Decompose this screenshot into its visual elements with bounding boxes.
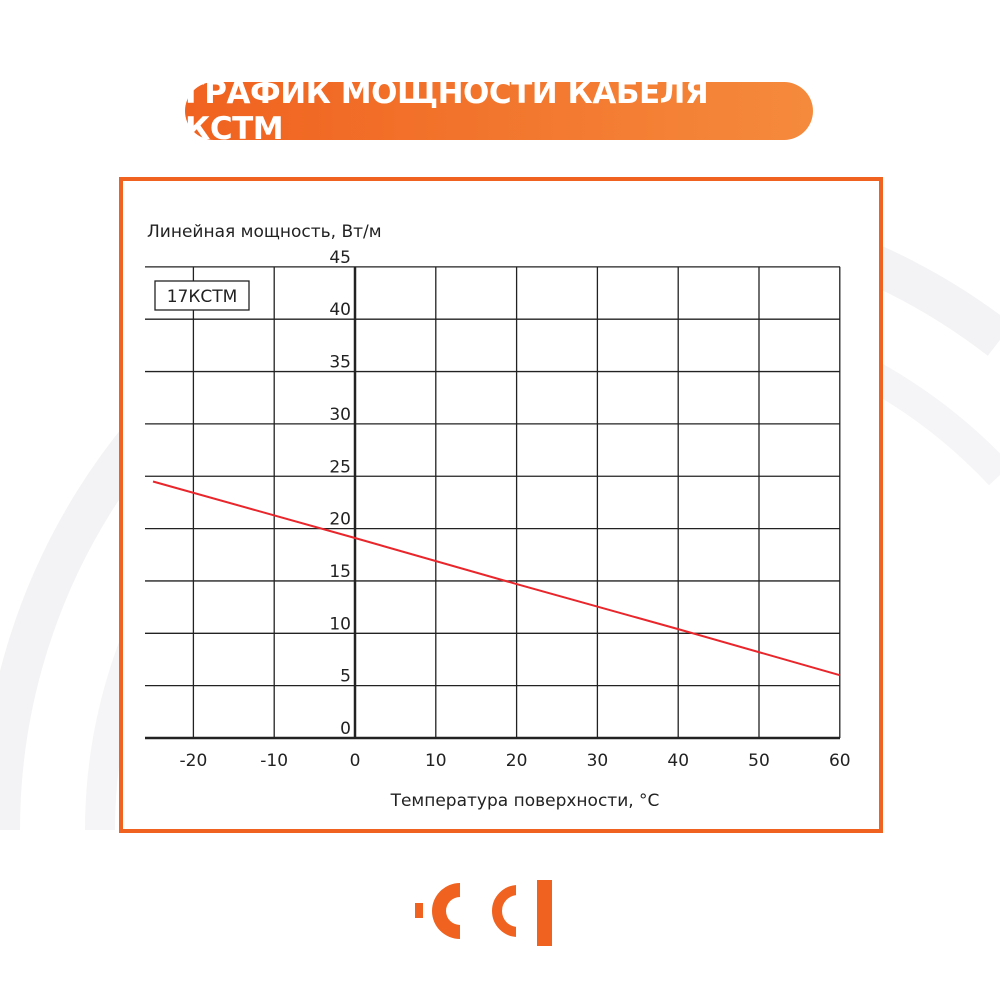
legend-label: 17КСТМ [167, 287, 238, 307]
x-tick-label: -20 [180, 751, 208, 771]
x-tick-label: 10 [425, 751, 447, 771]
y-tick-label: 40 [329, 300, 351, 320]
page-title: ГРАФИК МОЩНОСТИ КАБЕЛЯ КСТМ [185, 75, 709, 147]
y-axis-label: Линейная мощность, Вт/м [147, 222, 382, 242]
title-banner: ГРАФИК МОЩНОСТИ КАБЕЛЯ КСТМ [185, 75, 813, 147]
x-tick-label: 40 [667, 751, 689, 771]
y-tick-label: 5 [340, 667, 351, 687]
cci-logo [415, 880, 552, 946]
y-tick-label: 25 [329, 457, 351, 477]
x-tick-label: 30 [587, 751, 609, 771]
logo-c1 [432, 883, 460, 939]
logo-c2 [488, 880, 520, 942]
x-axis-label: Температура поверхности, °С [390, 791, 660, 811]
y-tick-label: 15 [329, 562, 351, 582]
y-tick-label: 35 [329, 353, 351, 373]
logo-mark [415, 903, 423, 918]
logo-bar [537, 880, 552, 946]
y-tick-label: 0 [340, 719, 351, 739]
series-line [152, 480, 841, 677]
y-tick-label: 10 [329, 614, 351, 634]
x-tick-label: 20 [506, 751, 528, 771]
legend-box [154, 280, 250, 311]
y-tick-label: 20 [329, 510, 351, 530]
y-tick-label: 45 [329, 248, 351, 268]
y-tick-label: 30 [329, 405, 351, 425]
x-tick-label: 0 [350, 751, 361, 771]
x-tick-label: 60 [829, 751, 851, 771]
x-tick-label: -10 [260, 751, 288, 771]
x-tick-label: 50 [748, 751, 770, 771]
